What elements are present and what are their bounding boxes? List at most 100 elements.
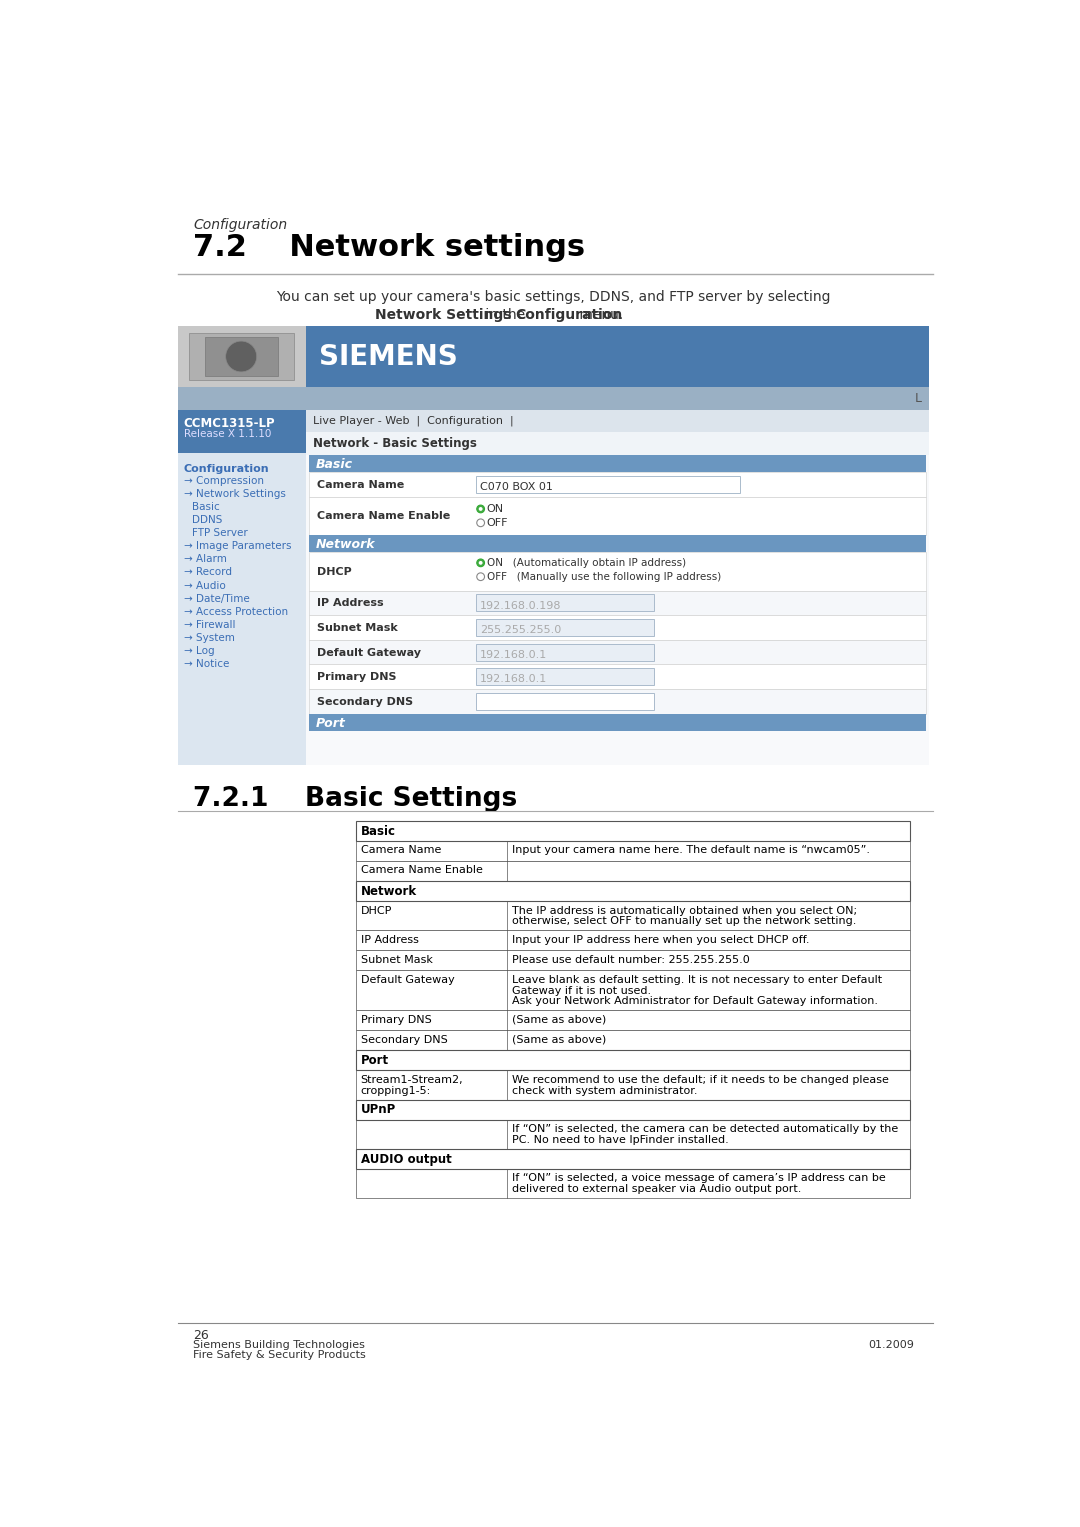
Bar bbox=[177, 452, 306, 765]
Text: Basic: Basic bbox=[191, 502, 219, 512]
Text: You can set up your camera's basic settings, DDNS, and FTP server by selecting: You can set up your camera's basic setti… bbox=[276, 290, 831, 304]
Text: → Image Parameters: → Image Parameters bbox=[184, 541, 292, 551]
Bar bbox=[309, 534, 926, 553]
Text: 192.168.0.198: 192.168.0.198 bbox=[480, 600, 562, 611]
Text: → Notice: → Notice bbox=[184, 660, 229, 669]
Text: AUDIO output: AUDIO output bbox=[361, 1153, 451, 1165]
Text: (Same as above): (Same as above) bbox=[512, 1035, 606, 1044]
Bar bbox=[356, 1168, 910, 1199]
Text: OFF: OFF bbox=[487, 518, 509, 528]
Bar bbox=[309, 615, 926, 640]
Text: menu.: menu. bbox=[576, 308, 623, 322]
Bar bbox=[309, 664, 926, 689]
Bar bbox=[356, 1070, 910, 1099]
Text: SIEMENS: SIEMENS bbox=[320, 342, 458, 371]
Bar bbox=[356, 822, 910, 841]
Text: If “ON” is selected, a voice message of camera’s IP address can be: If “ON” is selected, a voice message of … bbox=[512, 1173, 886, 1183]
Text: → Network Settings: → Network Settings bbox=[184, 489, 286, 499]
Circle shape bbox=[476, 559, 485, 567]
Text: otherwise, select OFF to manually set up the network setting.: otherwise, select OFF to manually set up… bbox=[512, 916, 856, 927]
Text: ON   (Automatically obtain IP address): ON (Automatically obtain IP address) bbox=[487, 559, 686, 568]
Bar bbox=[306, 411, 930, 432]
Text: → Alarm: → Alarm bbox=[184, 554, 227, 565]
Text: delivered to external speaker via Audio output port.: delivered to external speaker via Audio … bbox=[512, 1185, 801, 1194]
Text: 7.2    Network settings: 7.2 Network settings bbox=[193, 234, 585, 263]
Text: Live Player - Web  |  Configuration  |: Live Player - Web | Configuration | bbox=[313, 415, 514, 426]
Text: (Same as above): (Same as above) bbox=[512, 1015, 606, 1025]
Text: DHCP: DHCP bbox=[361, 906, 392, 916]
Bar bbox=[476, 476, 740, 493]
Bar bbox=[189, 333, 294, 380]
Text: FTP Server: FTP Server bbox=[191, 528, 247, 538]
Bar bbox=[476, 693, 654, 710]
Bar bbox=[356, 901, 910, 930]
Bar bbox=[356, 1099, 910, 1119]
Text: IP Address: IP Address bbox=[361, 935, 418, 945]
Text: Leave blank as default setting. It is not necessary to enter Default: Leave blank as default setting. It is no… bbox=[512, 974, 881, 985]
Bar bbox=[356, 1011, 910, 1031]
Text: → Compression: → Compression bbox=[184, 476, 264, 486]
Text: Secondary DNS: Secondary DNS bbox=[318, 696, 414, 707]
Text: → Record: → Record bbox=[184, 568, 232, 577]
Text: Input your camera name here. The default name is “nwcam05”.: Input your camera name here. The default… bbox=[512, 846, 869, 855]
Text: Configuration: Configuration bbox=[515, 308, 622, 322]
Text: 7.2.1    Basic Settings: 7.2.1 Basic Settings bbox=[193, 786, 517, 812]
Text: Port: Port bbox=[361, 1054, 389, 1067]
Bar bbox=[356, 881, 910, 901]
Circle shape bbox=[226, 341, 257, 373]
Text: Camera Name: Camera Name bbox=[361, 846, 441, 855]
Bar bbox=[309, 689, 926, 713]
Text: → Log: → Log bbox=[184, 646, 215, 657]
Text: Camera Name: Camera Name bbox=[318, 479, 404, 490]
Text: cropping1-5:: cropping1-5: bbox=[361, 1086, 431, 1096]
Text: Network Settings: Network Settings bbox=[375, 308, 512, 322]
Text: Input your IP address here when you select DHCP off.: Input your IP address here when you sele… bbox=[512, 935, 809, 945]
Text: 192.168.0.1: 192.168.0.1 bbox=[480, 675, 548, 684]
Text: PC. No need to have IpFinder installed.: PC. No need to have IpFinder installed. bbox=[512, 1135, 728, 1145]
Text: Basic: Basic bbox=[361, 825, 395, 838]
Text: Subnet Mask: Subnet Mask bbox=[361, 954, 432, 965]
Bar bbox=[476, 669, 654, 686]
Bar bbox=[476, 618, 654, 637]
Circle shape bbox=[478, 560, 483, 565]
Text: 26: 26 bbox=[193, 1328, 208, 1342]
Text: 255.255.255.0: 255.255.255.0 bbox=[480, 625, 562, 635]
Text: → Firewall: → Firewall bbox=[184, 620, 235, 629]
Text: Siemens Building Technologies: Siemens Building Technologies bbox=[193, 1339, 365, 1350]
Bar bbox=[356, 841, 910, 861]
Text: We recommend to use the default; if it needs to be changed please: We recommend to use the default; if it n… bbox=[512, 1075, 889, 1084]
Text: If “ON” is selected, the camera can be detected automatically by the: If “ON” is selected, the camera can be d… bbox=[512, 1124, 897, 1135]
Text: Subnet Mask: Subnet Mask bbox=[318, 623, 397, 632]
Text: Primary DNS: Primary DNS bbox=[361, 1015, 431, 1025]
Text: Ask your Network Administrator for Default Gateway information.: Ask your Network Administrator for Defau… bbox=[512, 996, 878, 1006]
Bar bbox=[309, 496, 926, 534]
Text: Network: Network bbox=[361, 884, 417, 898]
Bar bbox=[177, 325, 930, 388]
Circle shape bbox=[478, 507, 483, 512]
Text: → System: → System bbox=[184, 632, 234, 643]
Text: Stream1-Stream2,: Stream1-Stream2, bbox=[361, 1075, 463, 1084]
Bar bbox=[309, 591, 926, 615]
Text: Default Gateway: Default Gateway bbox=[318, 647, 421, 658]
Text: Fire Safety & Security Products: Fire Safety & Security Products bbox=[193, 1350, 366, 1359]
Bar bbox=[177, 411, 306, 452]
Text: DHCP: DHCP bbox=[318, 567, 352, 577]
Bar bbox=[309, 553, 926, 591]
Text: Release X 1.1.10: Release X 1.1.10 bbox=[184, 429, 271, 438]
Text: CCMC1315-LP: CCMC1315-LP bbox=[184, 417, 275, 429]
Bar bbox=[356, 930, 910, 950]
Text: Please use default number: 255.255.255.0: Please use default number: 255.255.255.0 bbox=[512, 954, 750, 965]
Text: → Date/Time: → Date/Time bbox=[184, 594, 249, 603]
Text: DDNS: DDNS bbox=[191, 515, 222, 525]
Bar bbox=[177, 325, 306, 388]
Circle shape bbox=[476, 505, 485, 513]
Text: L: L bbox=[915, 392, 921, 405]
Text: Gateway if it is not used.: Gateway if it is not used. bbox=[512, 985, 651, 996]
Text: in the: in the bbox=[482, 308, 530, 322]
Bar bbox=[205, 337, 279, 376]
Bar bbox=[356, 1031, 910, 1051]
Text: IP Address: IP Address bbox=[318, 599, 383, 608]
Text: The IP address is automatically obtained when you select ON;: The IP address is automatically obtained… bbox=[512, 906, 856, 916]
Bar bbox=[356, 950, 910, 970]
Text: → Access Protection: → Access Protection bbox=[184, 606, 288, 617]
